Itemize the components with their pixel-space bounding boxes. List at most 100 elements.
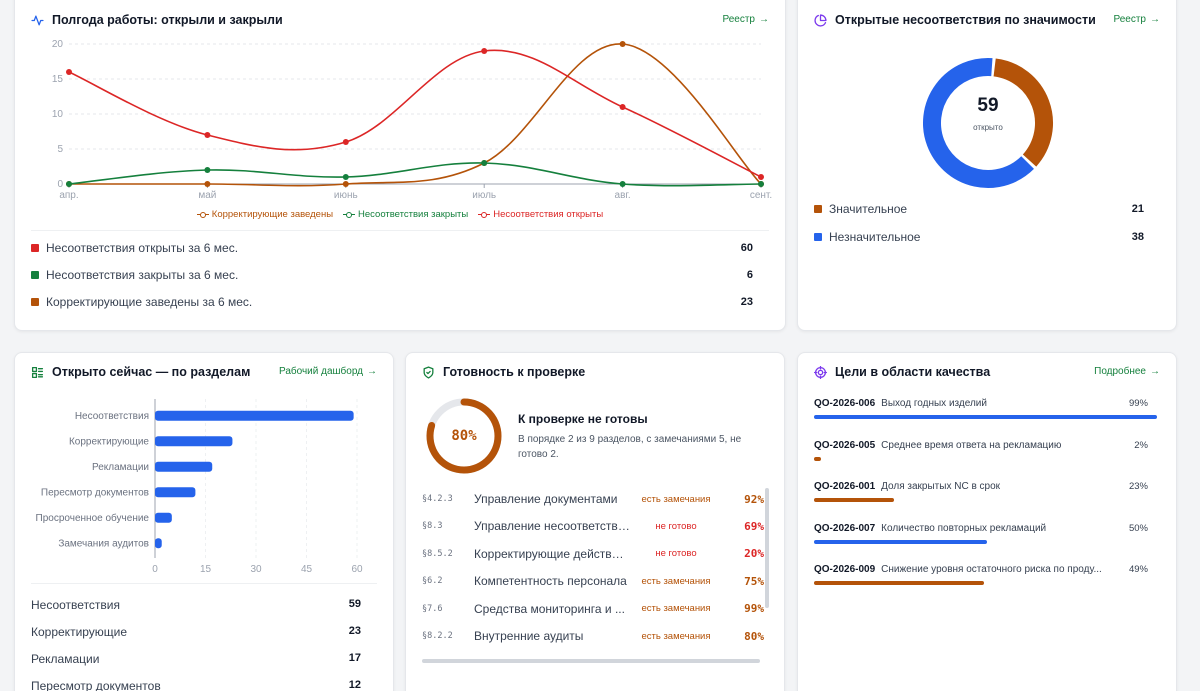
- card-header: Открытые несоответствия по значимости: [814, 13, 1096, 27]
- series-line: [68, 162, 762, 187]
- goal-progress-track: [814, 456, 1160, 461]
- section-status: есть замечания: [641, 575, 711, 587]
- card-severity: Открытые несоответствия по значимости Ре…: [797, 0, 1177, 331]
- goal-percent: 23%: [1128, 481, 1148, 493]
- card-title: Готовность к проверке: [443, 365, 586, 379]
- x-tick-label: 45: [301, 564, 313, 575]
- x-tick-label: июнь: [334, 190, 358, 201]
- bar: [155, 487, 196, 498]
- goal-item[interactable]: QO-2026-009 Снижение уровня остаточного р…: [814, 564, 1160, 604]
- section-status: есть замечания: [641, 603, 711, 615]
- bar: [155, 461, 213, 472]
- horizontal-scrollbar[interactable]: [422, 659, 760, 663]
- series-line: [68, 49, 762, 178]
- readiness-row[interactable]: §8.2.2 Внутренние аудиты есть замечания 80%: [422, 628, 764, 644]
- bar: [155, 512, 172, 523]
- registry-link[interactable]: Реестр →: [722, 14, 770, 25]
- bar: [155, 410, 354, 421]
- ring-progress: [426, 398, 502, 474]
- list-item: Несоответствия 59: [31, 598, 361, 612]
- data-point: [204, 181, 211, 187]
- stat-value: 6: [746, 269, 753, 281]
- section-status: не готово: [655, 548, 697, 560]
- details-link[interactable]: Подробнее →: [1094, 366, 1160, 377]
- readiness-detail: В порядке 2 из 9 разделов, с замечаниями…: [518, 434, 742, 460]
- section-code: §8.5.2: [422, 548, 453, 559]
- card-quality-goals: Цели в области качества Подробнее → QO-20…: [797, 352, 1177, 691]
- donut-slice: [923, 58, 1034, 188]
- readiness-row[interactable]: §8.3 Управление несоответствиями не готово…: [422, 518, 764, 534]
- goal-progress-fill: [814, 581, 984, 586]
- data-point: [619, 41, 626, 47]
- category-label: Несоответствия: [75, 411, 149, 422]
- x-tick-label: апр.: [59, 190, 78, 201]
- vertical-scrollbar[interactable]: [765, 488, 769, 608]
- goal-name: Снижение уровня остаточного риска по про…: [881, 564, 1102, 576]
- legend-item[interactable]: Несоответствия открыты: [478, 209, 603, 220]
- severity-label: Незначительное: [829, 230, 921, 244]
- divider: [31, 583, 377, 584]
- stat-row-closed: Несоответствия закрыты за 6 мес. 6: [31, 268, 753, 282]
- card-header: Готовность к проверке: [422, 365, 585, 379]
- y-tick-label: 0: [57, 179, 63, 190]
- legend-item[interactable]: Несоответствия закрыты: [343, 209, 468, 220]
- y-tick-label: 5: [57, 144, 63, 155]
- section-code: §7.6: [422, 603, 443, 614]
- category-label: Замечания аудитов: [58, 538, 149, 549]
- data-point: [204, 167, 211, 173]
- category-label: Пересмотр документов: [41, 487, 149, 498]
- goal-item[interactable]: QO-2026-001 Доля закрытых NC в срок 23%: [814, 481, 1160, 521]
- card-title: Открытые несоответствия по значимости: [835, 13, 1096, 27]
- goal-progress-fill: [814, 415, 1157, 419]
- section-code: §8.3: [422, 521, 443, 532]
- card-header: Открыто сейчас — по разделам: [31, 365, 250, 379]
- goal-progress-track: [814, 498, 1160, 503]
- goal-progress-fill: [814, 539, 987, 544]
- readiness-row[interactable]: §4.2.3 Управление документами есть замечан…: [422, 491, 764, 507]
- readiness-row[interactable]: §6.2 Компетентность персонала есть замечан…: [422, 573, 764, 589]
- card-title: Цели в области качества: [835, 365, 991, 379]
- category-label: Просроченное обучение: [36, 512, 150, 524]
- goal-id: QO-2026-001: [814, 481, 876, 493]
- goal-progress-fill: [814, 498, 894, 503]
- list-item: Пересмотр документов 12: [31, 679, 361, 691]
- goal-percent: 2%: [1134, 439, 1148, 451]
- readiness-row[interactable]: §7.6 Средства мониторинга и ... есть замеч…: [422, 601, 764, 617]
- section-percent: 75%: [744, 574, 764, 588]
- dashboard-link[interactable]: Рабочий дашборд →: [278, 366, 377, 377]
- goal-progress-track: [814, 581, 1160, 586]
- legend-item[interactable]: Корректирующие заведены: [196, 209, 333, 220]
- goal-name: Доля закрытых NC в срок: [881, 481, 1001, 493]
- bar: [155, 538, 162, 549]
- goal-item[interactable]: QO-2026-007 Количество повторных рекламац…: [814, 523, 1160, 563]
- category-label: Рекламации: [92, 462, 149, 473]
- section-name: Средства мониторинга и ...: [474, 601, 625, 616]
- series-line: [69, 43, 762, 187]
- x-tick-label: авг.: [615, 190, 631, 201]
- section-percent: 80%: [744, 629, 764, 643]
- stat-label: Корректирующие заведены за 6 мес.: [46, 295, 253, 309]
- goal-progress-track: [814, 415, 1160, 419]
- data-point: [758, 181, 764, 187]
- card-title: Открыто сейчас — по разделам: [52, 365, 251, 379]
- goal-progress-track: [814, 539, 1160, 544]
- data-point: [619, 104, 626, 110]
- goal-item[interactable]: QO-2026-005 Среднее время ответа на рекла…: [814, 440, 1160, 480]
- goal-id: QO-2026-007: [814, 522, 876, 534]
- section-code: §8.2.2: [422, 631, 453, 641]
- x-tick-label: 0: [152, 564, 158, 575]
- registry-link[interactable]: Реестр →: [1113, 14, 1161, 25]
- list-item: Корректирующие 23: [31, 625, 361, 639]
- goal-percent: 99%: [1128, 398, 1148, 409]
- section-status: не готово: [655, 520, 697, 532]
- readiness-row[interactable]: §8.5.2 Корректирующие действия (CA... не г…: [422, 546, 764, 562]
- card-title: Полгода работы: открыли и закрыли: [52, 13, 283, 27]
- donut-chart[interactable]: [918, 53, 1058, 193]
- data-point: [66, 181, 72, 187]
- goal-item[interactable]: QO-2026-006 Выход годных изделий 99%: [814, 398, 1160, 438]
- data-point: [619, 181, 626, 187]
- section-status: есть замечания: [641, 630, 711, 642]
- data-point: [204, 132, 211, 138]
- card-open-sections: Открыто сейчас — по разделам Рабочий даш…: [14, 352, 394, 691]
- severity-value: 38: [1131, 231, 1144, 243]
